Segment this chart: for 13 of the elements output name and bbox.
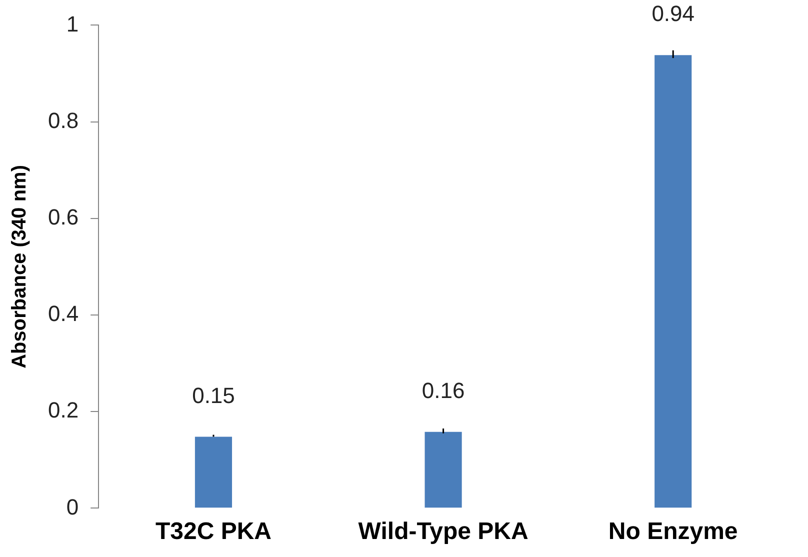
data-label: 0.16 xyxy=(422,378,465,403)
y-tick-label: 0.4 xyxy=(48,301,79,326)
data-label: 0.15 xyxy=(192,382,235,408)
y-tick-label: 0.2 xyxy=(48,398,79,423)
y-tick-label: 0.6 xyxy=(48,204,79,230)
y-tick-label: 0 xyxy=(66,494,79,520)
x-tick-label: T32C PKA xyxy=(155,518,272,546)
data-label: 0.94 xyxy=(652,1,695,26)
x-tick-label: No Enzyme xyxy=(608,518,738,546)
y-axis-title: Absorbance (340 nm) xyxy=(8,165,31,368)
y-tick-label: 0.8 xyxy=(48,108,79,133)
x-tick-label: Wild-Type PKA xyxy=(358,518,528,546)
y-tick-label: 1 xyxy=(66,11,79,36)
